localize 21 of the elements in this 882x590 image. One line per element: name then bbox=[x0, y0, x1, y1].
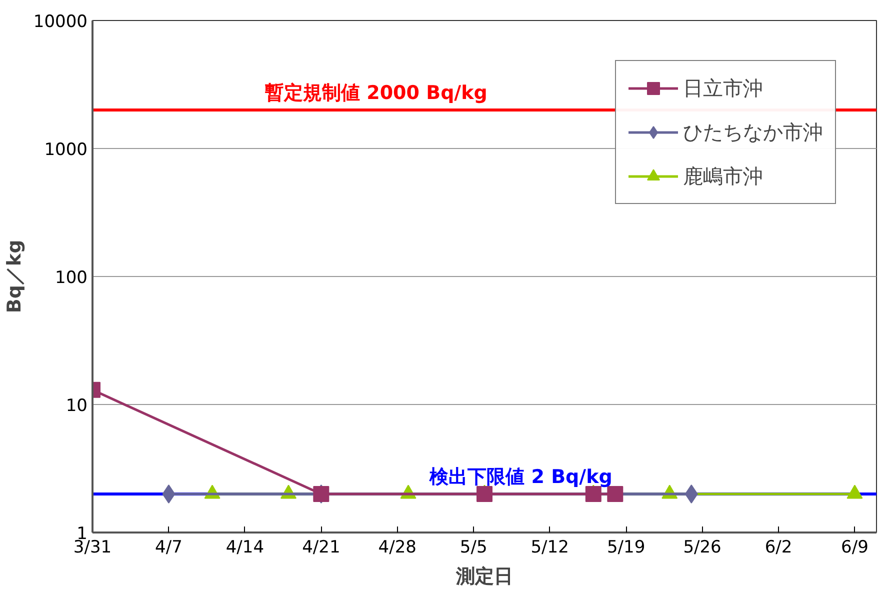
y-tick-label: 100 bbox=[55, 268, 88, 288]
legend-label: 日立市沖 bbox=[683, 74, 763, 102]
x-tick-label: 4/28 bbox=[378, 538, 416, 558]
x-tick-label: 5/19 bbox=[606, 538, 646, 558]
x-tick-label: 4/14 bbox=[226, 538, 264, 558]
y-axis-title: Bq／kg bbox=[3, 240, 26, 314]
x-tick-label: 5/26 bbox=[683, 538, 722, 558]
x-tick-label: 4/7 bbox=[155, 538, 182, 558]
x-axis-title: 測定日 bbox=[455, 566, 513, 588]
legend-label: ひたちなか市沖 bbox=[683, 118, 823, 146]
x-tick-label: 4/21 bbox=[302, 538, 340, 558]
x-tick-label: 6/9 bbox=[841, 538, 868, 558]
x-tick-label: 5/5 bbox=[460, 538, 488, 558]
ref-line-label: 検出下限値 2 Bq/kg bbox=[428, 466, 612, 488]
y-tick-label: 1000 bbox=[44, 140, 88, 160]
legend-label: 鹿嶋市沖 bbox=[683, 162, 763, 190]
y-tick-label: 10 bbox=[66, 396, 88, 416]
x-tick-label: 6/2 bbox=[764, 538, 792, 558]
x-tick-label: 5/12 bbox=[530, 538, 569, 558]
y-tick-label: 10000 bbox=[33, 12, 88, 32]
ref-line-label: 暫定規制値 2000 Bq/kg bbox=[264, 82, 488, 104]
